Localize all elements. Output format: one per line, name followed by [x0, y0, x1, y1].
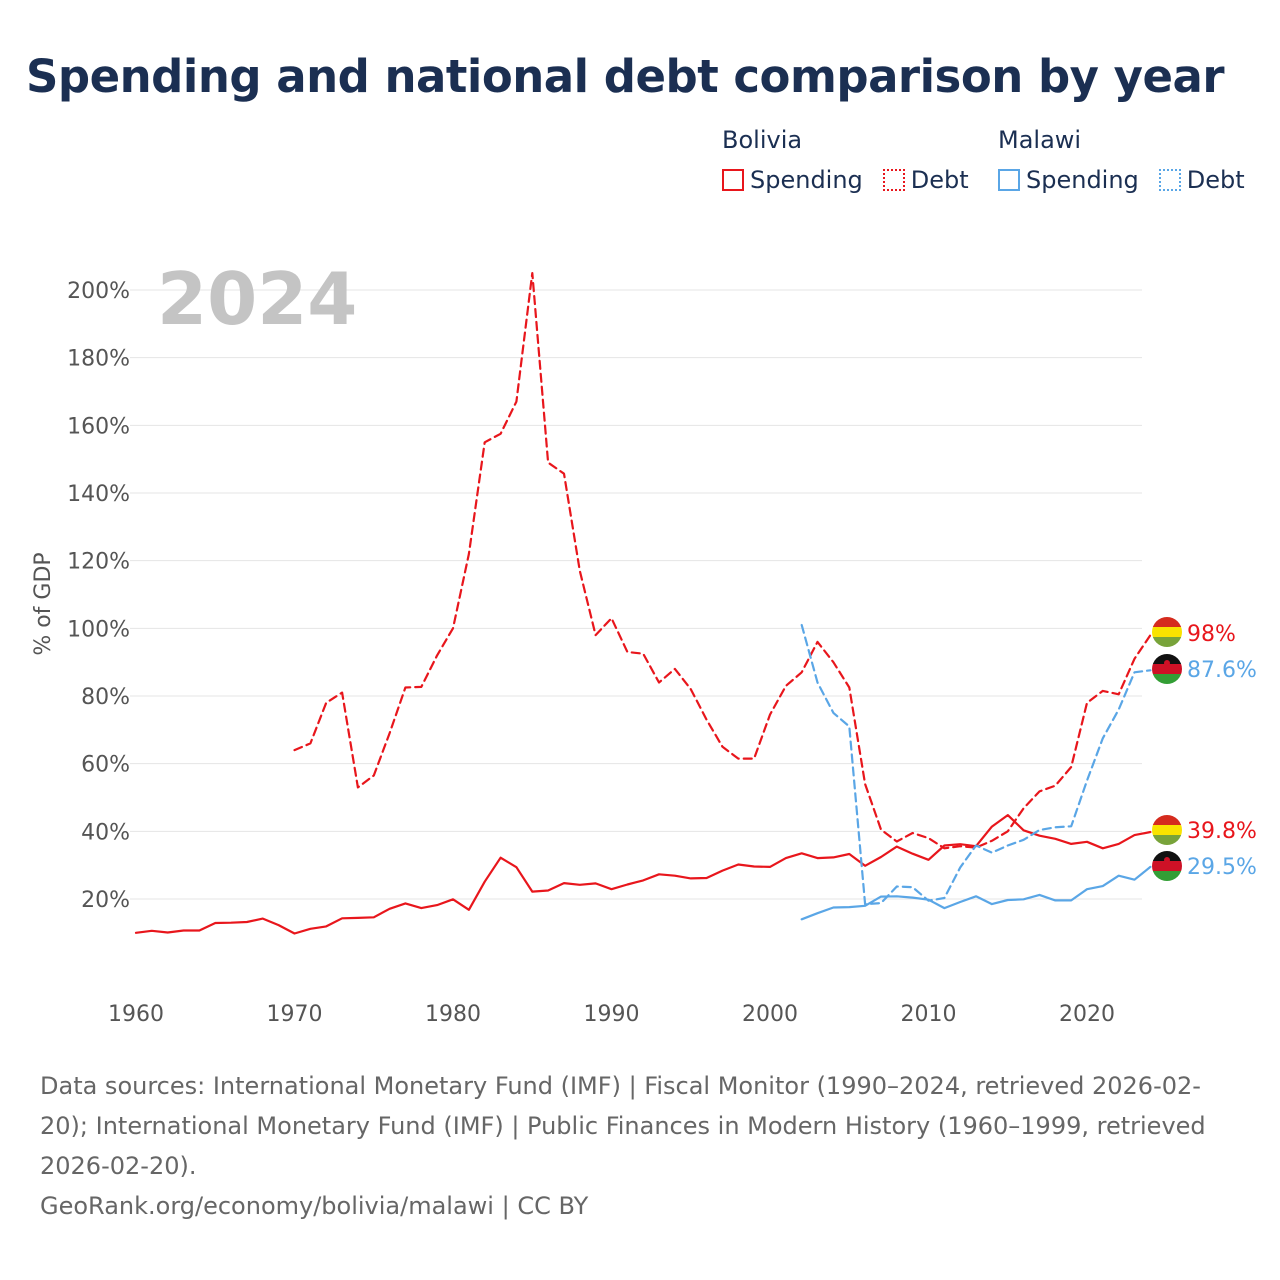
bolivia-spending-line — [134, 813, 1152, 935]
legend-swatch-solid — [998, 169, 1020, 191]
credit-link[interactable]: GeoRank.org/economy/bolivia/malawi | CC … — [40, 1192, 589, 1220]
y-tick-label: 60% — [81, 753, 130, 778]
legend-malawi-debt[interactable]: Debt — [1158, 166, 1245, 194]
malawi-flag-icon — [1152, 654, 1182, 684]
x-tick-label: 2000 — [742, 1002, 798, 1027]
y-axis-label: % of GDP — [31, 552, 56, 655]
end-label-malawi-spending: 29.5% — [1187, 855, 1257, 880]
end-label-malawi-debt: 87.6% — [1187, 658, 1257, 683]
bolivia-flag-icon — [1152, 815, 1182, 845]
x-tick-label: 1980 — [425, 1002, 481, 1027]
legend-country-label: Bolivia — [722, 126, 803, 154]
legend-swatch-dotted — [882, 169, 905, 191]
year-watermark: 2024 — [157, 257, 357, 341]
y-tick-label: 20% — [81, 888, 130, 913]
legend-item-label: Spending — [750, 166, 863, 194]
chart-title: Spending and national debt comparison by… — [26, 50, 1225, 103]
bolivia-flag-icon — [1152, 617, 1182, 647]
y-tick-label: 200% — [67, 279, 130, 304]
y-tick-label: 180% — [67, 347, 130, 372]
x-tick-label: 1990 — [584, 1002, 640, 1027]
malawi-debt-line — [800, 623, 1152, 906]
y-tick-label: 100% — [67, 617, 130, 642]
y-tick-label: 140% — [67, 482, 130, 507]
y-tick-label: 160% — [67, 414, 130, 439]
line-chart: 20% 40% 60% 80% 100% 120% 140% 160% 180% 200% 196… — [31, 257, 1257, 1027]
x-axis-ticks: 1960 1970 1980 1990 2000 2010 2020 — [108, 1002, 1115, 1027]
series-group — [134, 272, 1152, 935]
legend-bolivia-spending[interactable]: Spending — [722, 166, 863, 194]
legend-bolivia: Bolivia Spending Debt — [722, 124, 969, 194]
y-tick-label: 80% — [81, 685, 130, 710]
y-tick-label: 120% — [67, 550, 130, 575]
footer: Data sources: International Monetary Fun… — [40, 1066, 1240, 1226]
legend-malawi-spending[interactable]: Spending — [998, 166, 1139, 194]
data-sources: Data sources: International Monetary Fun… — [40, 1072, 1206, 1180]
grid-lines — [130, 289, 1142, 900]
x-tick-label: 2020 — [1059, 1002, 1115, 1027]
legend-item-label: Debt — [910, 166, 969, 194]
y-axis-ticks: 20% 40% 60% 80% 100% 120% 140% 160% 180% 200% — [67, 279, 130, 913]
end-label-bolivia-debt: 98% — [1187, 622, 1236, 647]
malawi-flag-icon — [1152, 851, 1182, 881]
x-tick-label: 1970 — [267, 1002, 323, 1027]
x-tick-label: 2010 — [901, 1002, 957, 1027]
legend-item-label: Debt — [1186, 166, 1245, 194]
y-tick-label: 40% — [81, 820, 130, 845]
legend-item-label: Spending — [1026, 166, 1139, 194]
legend-country-label: Malawi — [998, 126, 1082, 154]
malawi-spending-line — [800, 865, 1152, 921]
legend-bolivia-debt[interactable]: Debt — [882, 166, 969, 194]
x-tick-label: 1960 — [108, 1002, 164, 1027]
legend-malawi: Malawi Spending Debt — [998, 124, 1245, 194]
end-label-bolivia-spending: 39.8% — [1187, 819, 1257, 844]
legend-swatch-dotted — [1158, 169, 1181, 191]
legend-swatch-solid — [722, 169, 744, 191]
bolivia-debt-line — [293, 272, 1152, 850]
